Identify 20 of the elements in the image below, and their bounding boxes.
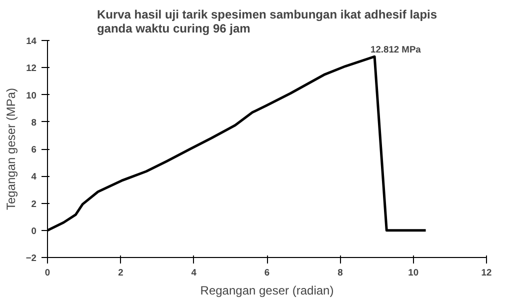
x-tick-label: 12 — [481, 268, 492, 278]
chart-title: Kurva hasil uji tarik spesimen sambungan ikat adhesif lapis ganda waktu curing 96 jam — [96, 8, 438, 36]
y-axis-title: Tegangan geser (MPa) — [4, 88, 18, 210]
y-tick-label: 8 — [31, 117, 37, 128]
x-tick-label: 10 — [408, 268, 419, 278]
y-tick-label: 0 — [31, 226, 37, 236]
annotation: 12.812 MPa — [370, 44, 422, 55]
x-tick-label: 2 — [118, 268, 124, 278]
y-tick-label: 6 — [31, 144, 37, 154]
y-tick-label: −2 — [26, 253, 37, 263]
y-tick-label: 14 — [26, 36, 38, 46]
y-tick-label: 2 — [31, 198, 37, 209]
x-tick-label: 6 — [264, 268, 270, 278]
x-tick-label: 0 — [44, 268, 50, 278]
y-tick-label: 10 — [26, 90, 37, 100]
y-tick-label: 12 — [26, 63, 37, 74]
x-axis-title: Regangan geser (radian) — [200, 284, 334, 298]
x-tick-label: 4 — [191, 268, 198, 278]
x-tick-label: 8 — [338, 268, 343, 278]
y-tick-label: 4 — [31, 172, 38, 182]
